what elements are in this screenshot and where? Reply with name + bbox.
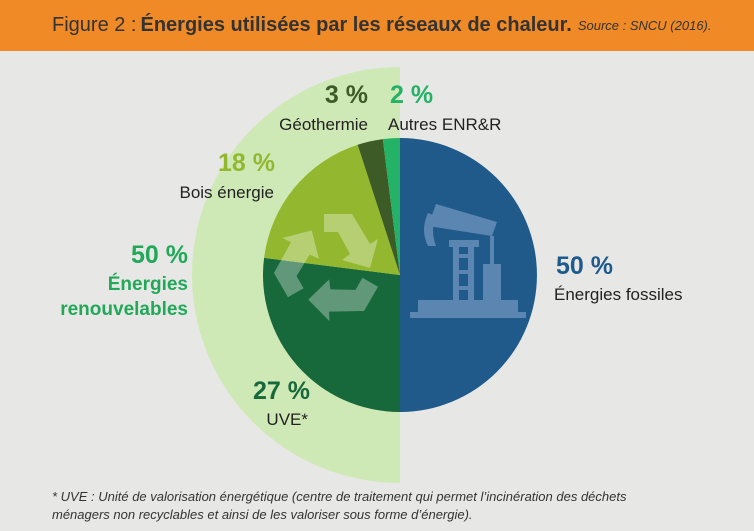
figure-header: Figure 2 : Énergies utilisées par les ré… [0,0,754,51]
oil-pump-jack-icon [410,204,526,318]
label-geothermie-name: Géothermie [279,115,368,134]
figure-source: Source : SNCU (2016). [577,18,712,33]
label-bois-value: 18 % [218,149,275,177]
slice-bois-energie [264,144,400,275]
label-autres-value: 2 % [390,81,433,109]
footnote-line-2: ménagers non recyclables et ainsi de les… [52,507,473,522]
label-uve-name: UVE* [266,410,308,429]
figure-title: Énergies utilisées par les réseaux de ch… [140,14,572,36]
slice-uve [263,257,400,412]
label-renouvelables-name-line1: Énergies [108,273,188,295]
label-uve-value: 27 % [253,377,310,405]
figure-number: Figure 2 : [52,14,137,36]
label-renouvelables-name-line2: renouvelables [60,299,188,320]
footnote: * UVE : Unité de valorisation énergétiqu… [52,488,732,524]
slice-autres-enrr [382,138,400,275]
label-bois-name: Bois énergie [179,183,274,202]
label-geothermie-value: 3 % [325,81,368,109]
label-renouvelables-value: 50 % [131,241,188,269]
recycle-icon [273,214,379,322]
label-autres-name: Autres ENR&R [388,115,501,134]
label-fossil-name: Énergies fossiles [554,285,683,304]
label-fossil-value: 50 % [556,252,613,280]
footnote-line-1: * UVE : Unité de valorisation énergétiqu… [52,489,627,504]
slice-geothermie [357,139,400,275]
